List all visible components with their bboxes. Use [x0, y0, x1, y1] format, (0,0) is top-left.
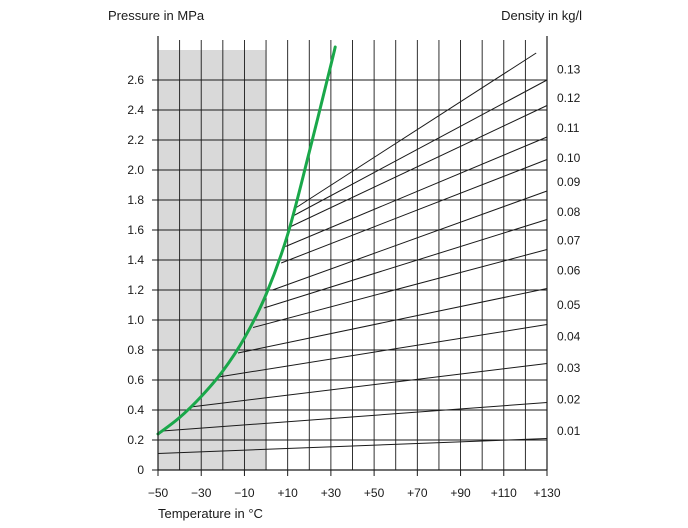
saturation-curve-layer: [156, 45, 337, 436]
density-line-0.12: [291, 79, 548, 217]
x-tick-label: +130: [533, 486, 560, 500]
density-line-0.01: [157, 438, 548, 454]
labels-layer: Pressure in MPa Density in kg/l Temperat…: [108, 8, 582, 521]
x-tick-label: +50: [364, 486, 385, 500]
saturation-curve: [156, 45, 337, 436]
density-line-0.07: [263, 219, 548, 309]
y-tick-label: 0: [137, 463, 144, 477]
density-label: 0.08: [557, 205, 581, 219]
density-line-0.02: [162, 402, 548, 432]
density-label: 0.07: [557, 234, 581, 248]
x-tick-label: +10: [277, 486, 298, 500]
density-line-0.10: [285, 136, 548, 247]
x-tick-label: +70: [407, 486, 428, 500]
density-label: 0.09: [557, 175, 581, 189]
x-tick-label: −30: [191, 486, 212, 500]
density-line-0.08: [272, 190, 548, 291]
x-tick-label: +90: [450, 486, 471, 500]
density-label: 0.01: [557, 424, 581, 438]
y-tick-label: 1.8: [127, 193, 144, 207]
y-tick-label: 0.8: [127, 343, 144, 357]
right-axis-title: Density in kg/l: [501, 8, 582, 23]
density-line-0.06: [252, 249, 548, 328]
y-tick-label: 0.2: [127, 433, 144, 447]
density-label: 0.04: [557, 330, 581, 344]
x-axis-title: Temperature in °C: [158, 506, 263, 521]
y-tick-label: 2.4: [127, 103, 144, 117]
y-tick-label: 1.0: [127, 313, 144, 327]
density-line-0.03: [190, 363, 548, 408]
x-tick-label: −10: [234, 486, 255, 500]
density-label: 0.11: [557, 121, 580, 135]
density-line-0.13: [296, 52, 537, 208]
gridlines-layer: [157, 40, 548, 470]
y-tick-label: 1.2: [127, 283, 144, 297]
density-line-0.11: [289, 105, 548, 228]
axes-layer: [152, 36, 548, 476]
density-label: 0.05: [557, 298, 581, 312]
density-label: 0.06: [557, 264, 581, 278]
y-tick-label: 0.6: [127, 373, 144, 387]
density-lines-layer: [157, 52, 548, 454]
density-label: 0.03: [557, 361, 581, 375]
left-axis-title: Pressure in MPa: [108, 8, 205, 23]
density-label: 0.13: [557, 63, 581, 77]
x-tick-label: +30: [321, 486, 342, 500]
density-label: 0.10: [557, 151, 581, 165]
y-tick-label: 0.4: [127, 403, 144, 417]
density-line-0.05: [237, 288, 548, 354]
x-tick-label: +110: [491, 486, 517, 500]
y-tick-label: 1.6: [127, 223, 144, 237]
y-tick-label: 2.2: [127, 133, 144, 147]
y-tick-label: 2.0: [127, 163, 144, 177]
density-label: 0.12: [557, 91, 581, 105]
density-line-0.04: [218, 324, 548, 378]
density-label: 0.02: [557, 393, 581, 407]
density-line-0.09: [281, 159, 548, 264]
y-tick-label: 2.6: [127, 73, 144, 87]
x-tick-label: −50: [148, 486, 169, 500]
y-tick-label: 1.4: [127, 253, 144, 267]
